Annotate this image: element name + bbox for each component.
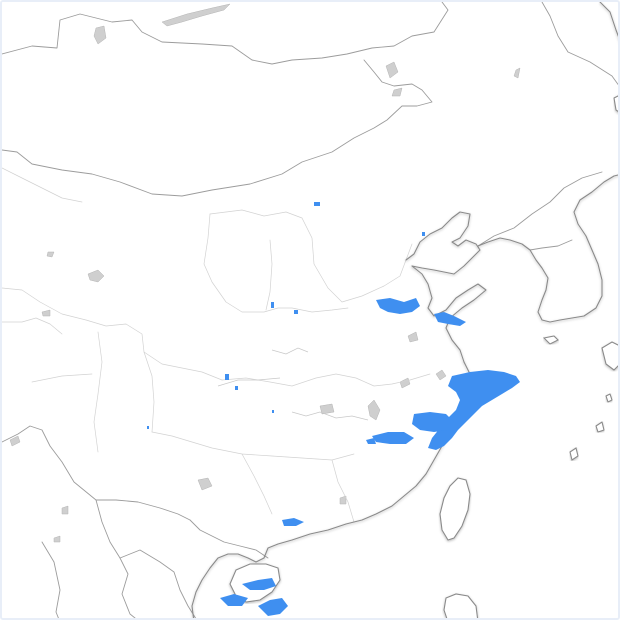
province-line-11 xyxy=(93,331,103,453)
lake-yunnan-2 xyxy=(53,535,61,543)
border-west-china xyxy=(2,425,191,521)
precip-dot-1 xyxy=(314,202,320,206)
island-jeju xyxy=(542,335,559,345)
province-line-5 xyxy=(143,351,155,433)
yangtze-fragment xyxy=(291,411,369,421)
precip-cell-west-streak xyxy=(366,438,376,444)
precip-cell-jiangxi-band xyxy=(412,412,454,432)
lake-west-2 xyxy=(41,309,51,317)
province-line-7 xyxy=(2,317,63,335)
lake-hongze xyxy=(407,331,419,343)
precipitation-layer xyxy=(147,202,520,616)
precip-cell-zhejiang xyxy=(428,370,520,450)
precip-cell-shandong-east xyxy=(434,312,466,326)
island-ryukyu-2 xyxy=(595,421,605,433)
border-india-myanmar xyxy=(41,541,61,618)
province-line-2 xyxy=(203,213,349,313)
lake-north-3 xyxy=(513,67,521,79)
island-ryukyu-1 xyxy=(569,447,579,461)
border-laos-vietnam xyxy=(119,549,197,618)
province-line-13 xyxy=(2,167,83,203)
border-russia-mongolia xyxy=(2,2,449,65)
lake-dongting xyxy=(319,403,335,415)
precip-dot-4 xyxy=(294,310,298,314)
precip-cell-hainan xyxy=(242,578,276,590)
coast-shandong xyxy=(411,265,487,363)
lake-baikal xyxy=(161,3,231,27)
lake-tibet-1 xyxy=(9,435,21,447)
island-ryukyu-3 xyxy=(605,393,613,403)
precip-dot-2 xyxy=(422,232,425,236)
island-taiwan xyxy=(439,477,471,541)
precip-cell-shandong xyxy=(376,298,420,314)
lake-north-2 xyxy=(385,61,399,79)
lake-hulun xyxy=(391,87,403,97)
province-line-1 xyxy=(209,209,413,303)
precip-dot-8 xyxy=(147,426,149,429)
precip-dot-3 xyxy=(271,302,274,308)
coast-korea xyxy=(477,174,618,323)
yellow-river xyxy=(217,347,309,387)
precip-dot-7 xyxy=(272,410,274,413)
precip-dot-6 xyxy=(235,386,238,390)
lake-poyang xyxy=(367,399,381,421)
province-line-6 xyxy=(221,373,431,387)
coast-liaodong-bohai xyxy=(405,211,481,275)
province-line-4 xyxy=(2,287,223,381)
lake-guangxi xyxy=(197,477,213,491)
province-line-9 xyxy=(241,453,273,515)
precip-cell-hainan-south xyxy=(258,598,288,616)
border-china-vietnam xyxy=(189,519,269,559)
island-kyushu xyxy=(601,341,618,371)
lake-yunnan-1 xyxy=(61,505,69,515)
precip-cell-guangdong xyxy=(282,518,304,526)
lake-west-1 xyxy=(46,251,55,258)
border-amur xyxy=(541,2,618,86)
border-mongolia-china xyxy=(2,59,433,197)
border-dprk-rok xyxy=(529,239,573,251)
province-line-12 xyxy=(31,373,93,383)
island-sakhalin-tip xyxy=(613,95,618,112)
precip-cell-gulf-tonkin xyxy=(220,594,248,606)
lake-north-1 xyxy=(93,25,107,45)
precip-cell-jiangxi-west xyxy=(372,432,414,444)
border-myanmar-laos xyxy=(95,499,136,618)
border-china-dprk xyxy=(477,171,603,247)
province-line-10 xyxy=(331,459,355,523)
province-line-3 xyxy=(265,239,273,311)
island-luzon-north xyxy=(443,593,479,618)
precip-dot-5 xyxy=(225,374,229,380)
lake-taihu xyxy=(435,369,447,381)
lake-southeast xyxy=(339,495,347,505)
coast-russia-far-east xyxy=(599,2,618,37)
lake-qinghai xyxy=(87,269,105,283)
